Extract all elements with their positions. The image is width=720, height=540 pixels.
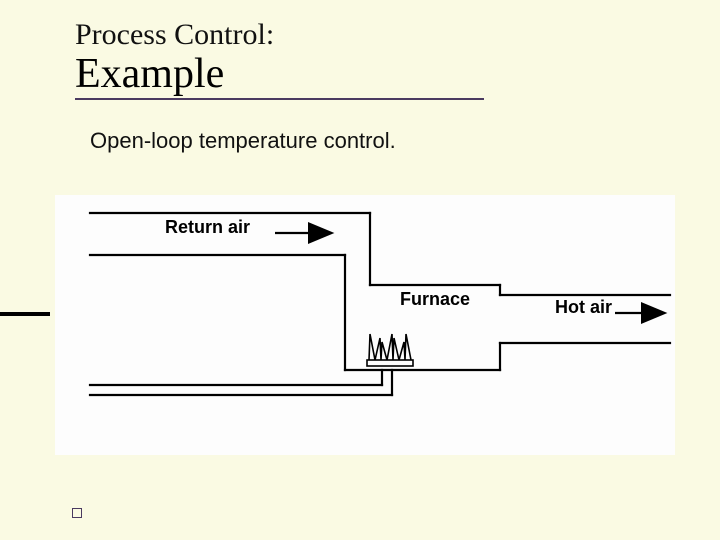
flame-icon — [367, 334, 413, 366]
diagram-labels: Return air Furnace Hot air — [165, 217, 612, 317]
corner-marker-icon — [72, 508, 82, 518]
slide-caption: Open-loop temperature control. — [90, 128, 396, 154]
furnace_label: Furnace — [400, 289, 470, 309]
diagram-svg: Return air Furnace Hot air — [55, 195, 675, 455]
left-accent-bar — [0, 312, 50, 316]
title-block: Process Control: Example — [75, 18, 484, 100]
return_air_label: Return air — [165, 217, 250, 237]
open-loop-diagram: Return air Furnace Hot air — [55, 195, 675, 455]
slide: Process Control: Example Open-loop tempe… — [0, 0, 720, 540]
slide-title: Example — [75, 50, 484, 100]
hot_air_label: Hot air — [555, 297, 612, 317]
slide-subtitle: Process Control: — [75, 18, 484, 52]
